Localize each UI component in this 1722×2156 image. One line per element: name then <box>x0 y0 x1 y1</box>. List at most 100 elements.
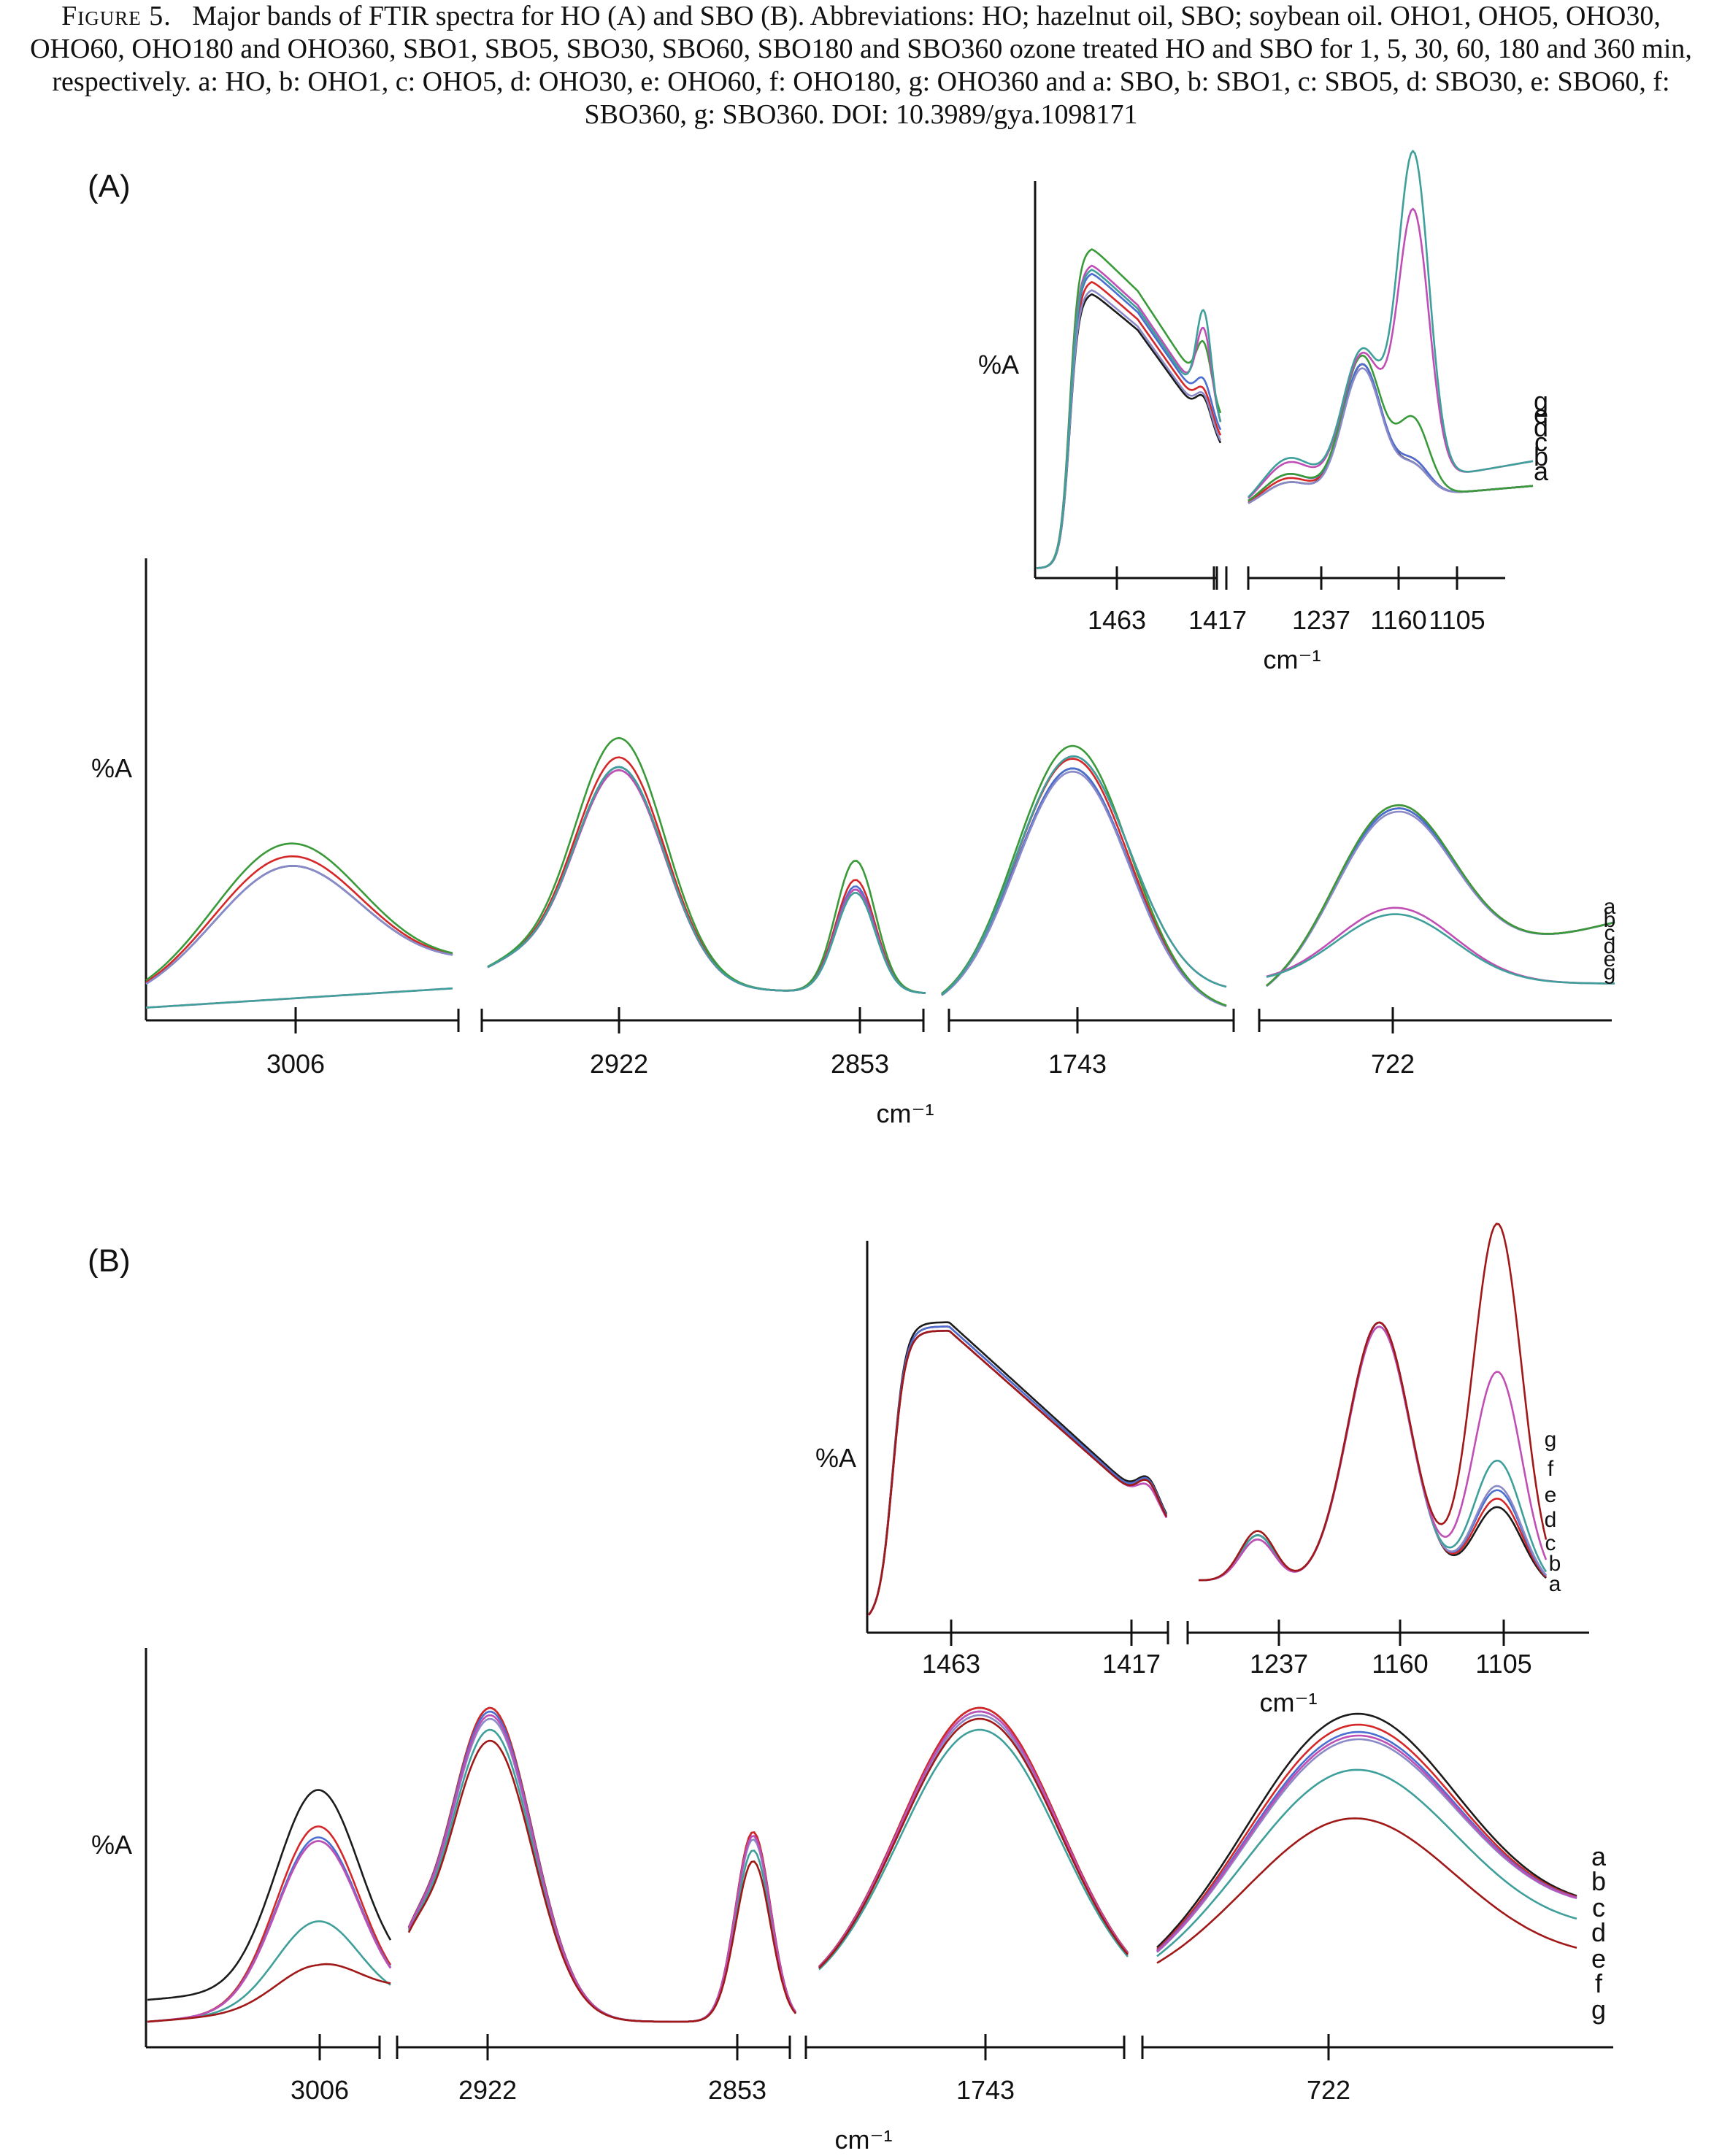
panel-b-main-tick-label-2922: 2922 <box>458 2075 517 2105</box>
panel-b-curve-a-1743 <box>818 1706 1129 1968</box>
panel-b-main-legend-d: d <box>1591 1917 1606 1947</box>
panel-a-curve-c-1743 <box>941 767 1227 1007</box>
panel-a-main-legend-e: e <box>1604 947 1616 971</box>
caption-label: Figure 5. <box>61 1 172 31</box>
panel-b-inset-legend-c: c <box>1545 1531 1556 1555</box>
panel-b-inset-curve-e-1463 <box>867 1330 1168 1616</box>
panel-a-curve-b-1743 <box>941 758 1227 1007</box>
panel-a-curve-g-722 <box>1266 913 1615 985</box>
panel-b-curve-b-722 <box>1156 1723 1577 1951</box>
panel-a-main-tick-label-1743: 1743 <box>1048 1049 1107 1079</box>
panel-a-main-legend-d: d <box>1604 934 1616 958</box>
panel-b-curve-e-2922 <box>407 1728 797 2023</box>
panel-b-curve-f-722 <box>1156 1734 1577 1952</box>
panel-b-inset-curve-f-1463 <box>867 1330 1168 1616</box>
panel-b-inset-legend-e: e <box>1545 1483 1557 1507</box>
panel-a-main-tick-label-2922: 2922 <box>590 1049 648 1079</box>
panel-a-inset-legend-d: d <box>1534 412 1548 442</box>
panel-a-curve-e-2922 <box>487 736 926 994</box>
panel-a-main-xlabel: cm⁻¹ <box>877 1098 934 1128</box>
panel-a-inset-legend-b: b <box>1534 442 1548 471</box>
panel-a-inset-curve-c-1160 <box>1248 363 1534 502</box>
panel-b-inset-tick-label-1105: 1105 <box>1475 1649 1531 1679</box>
panel-b-curve-d-3006 <box>147 1840 392 2023</box>
panel-a-inset-tick-label-1160: 1160 <box>1370 605 1426 635</box>
panel-b-main-xlabel: cm⁻¹ <box>835 2125 893 2155</box>
panel-b-curve-e-722 <box>1156 1768 1577 1957</box>
panel-a-curve-e-3006 <box>145 842 453 982</box>
panel-a-curve-b-2922 <box>487 756 926 994</box>
panel-a-curve-a-3006 <box>145 865 453 985</box>
panel-b-main-tick-label-2853: 2853 <box>708 2075 766 2105</box>
panel-b-curve-c-1743 <box>818 1710 1129 1968</box>
panel-b-inset-tick-label-1463: 1463 <box>922 1649 980 1679</box>
panel-a-inset-tick-label-1463: 1463 <box>1088 605 1146 635</box>
panel-a-curve-a-722 <box>1266 807 1615 987</box>
panel-a-curve-e-1743 <box>941 744 1227 1006</box>
panel-b-main-tick-label-722: 722 <box>1307 2075 1350 2105</box>
panel-b-inset-tick-label-1160: 1160 <box>1372 1649 1428 1679</box>
caption-text: Major bands of FTIR spectra for HO (A) a… <box>30 1 1692 130</box>
panel-b-curve-g-722 <box>1156 1817 1577 1964</box>
panel-a-inset-tick-label-1105: 1105 <box>1429 605 1485 635</box>
panel-a-inset-legend-a: a <box>1534 456 1549 486</box>
panel-b-curve-a-3006 <box>147 1789 392 2001</box>
panel-a-inset-curve-a-1463 <box>1036 293 1222 569</box>
panel-b-main-ylabel: %A <box>91 1830 132 1860</box>
panel-b-inset-tick-label-1417: 1417 <box>1102 1649 1161 1679</box>
panel-b-inset-tick-label-1237: 1237 <box>1250 1649 1308 1679</box>
panel-b-main-legend-e: e <box>1591 1944 1606 1974</box>
panel-b-inset-curve-a-1463 <box>867 1321 1168 1616</box>
panel-a-inset-tick-label-1417: 1417 <box>1188 605 1247 635</box>
panel-b-curve-d-1743 <box>818 1714 1129 1968</box>
panel-b-curve-b-1743 <box>818 1706 1129 1968</box>
panel-label-a: (A) <box>88 169 131 204</box>
panel-b-main-legend-g: g <box>1591 1995 1606 2025</box>
panel-a-main-legend-a: a <box>1604 895 1616 919</box>
panel-a-curve-a-2922 <box>487 766 926 994</box>
panel-a-inset-legend-g: g <box>1534 386 1548 416</box>
panel-a-curve-g-3006 <box>145 987 453 1009</box>
panel-b-main-legend-f: f <box>1595 1968 1603 1998</box>
panel-a-curve-d-3006 <box>145 865 453 985</box>
panel-a-main-ylabel: %A <box>91 753 132 783</box>
panel-a-main-legend-g: g <box>1604 960 1616 985</box>
panel-a-main-tick-label-2853: 2853 <box>831 1049 889 1079</box>
panel-b-curve-a-722 <box>1156 1712 1577 1949</box>
panel-b-curve-b-3006 <box>147 1825 392 2023</box>
panel-b-inset-legend-a: a <box>1549 1572 1561 1596</box>
panel-b-main-legend-c: c <box>1592 1893 1605 1922</box>
panel-b-curve-g-1743 <box>818 1717 1129 1969</box>
panel-a-main-tick-label-3006: 3006 <box>266 1049 325 1079</box>
panel-b-inset-legend-b: b <box>1549 1552 1561 1576</box>
panel-b-curve-c-722 <box>1156 1730 1577 1952</box>
panel-b-main-tick-label-1743: 1743 <box>956 2075 1015 2105</box>
panel-b-inset-curve-b-1463 <box>867 1325 1168 1616</box>
panel-a-main-tick-label-722: 722 <box>1371 1049 1415 1079</box>
panel-b-inset-curve-g-1160 <box>1198 1223 1548 1582</box>
panel-a-curve-b-3006 <box>145 855 453 984</box>
panel-a-curve-e-722 <box>1266 804 1615 987</box>
panel-b-inset-curve-c-1463 <box>867 1325 1168 1616</box>
panel-a-inset-curve-d-1463 <box>1036 289 1222 569</box>
panel-b-inset-curve-g-1463 <box>867 1330 1168 1616</box>
panel-b-inset-curve-f-1160 <box>1199 1325 1548 1582</box>
panel-b-inset-legend-g: g <box>1545 1428 1557 1452</box>
panel-a-inset-ylabel: %A <box>978 350 1019 380</box>
panel-a-curve-c-722 <box>1266 807 1615 987</box>
panel-a-inset-curve-f-1160 <box>1248 207 1534 499</box>
panel-b-main-legend-b: b <box>1591 1866 1606 1896</box>
panel-a-inset-legend-e: e <box>1534 399 1548 429</box>
figure-caption: Figure 5. Major bands of FTIR spectra fo… <box>22 0 1700 131</box>
panel-b-inset-xlabel: cm⁻¹ <box>1260 1687 1318 1717</box>
panel-a-inset-curve-b-1463 <box>1036 281 1222 569</box>
panel-a-curve-d-1743 <box>941 770 1227 1007</box>
panel-a-curve-c-3006 <box>145 865 453 985</box>
panel-b-main-tick-label-3006: 3006 <box>291 2075 349 2105</box>
panel-b-inset-legend-f: f <box>1548 1457 1554 1481</box>
